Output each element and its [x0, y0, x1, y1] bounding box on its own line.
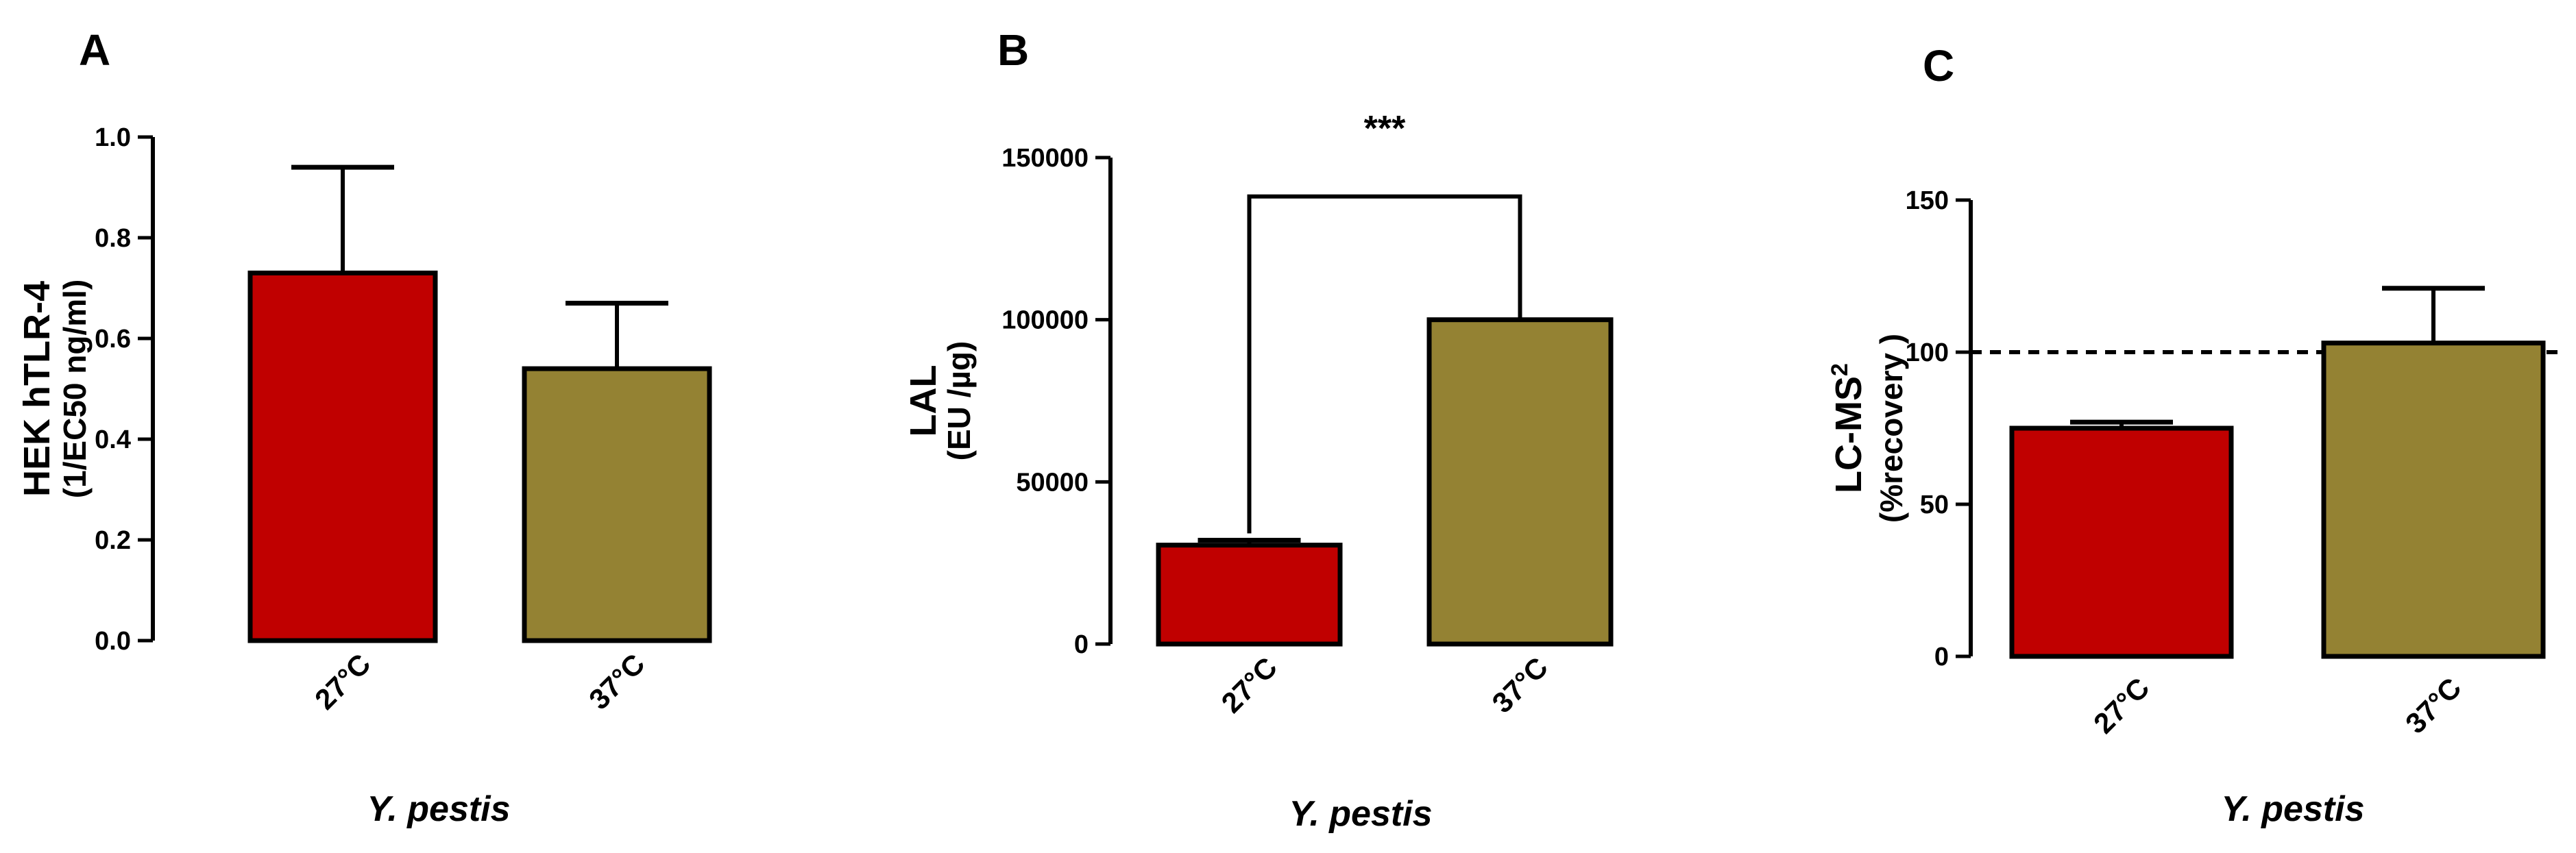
category-label: 37°C: [2399, 671, 2468, 740]
y-tick-label: 100000: [1001, 306, 1089, 335]
y-tick-label: 0.0: [95, 627, 131, 656]
category-label: 37°C: [1485, 651, 1554, 719]
y-tick-label: 50: [1920, 491, 1949, 519]
y-tick-label: 150: [1906, 186, 1949, 215]
y-axis-label-line2: (EU /µg): [941, 341, 977, 461]
y-tick-label: 50000: [1016, 468, 1089, 497]
bar-27c: [1156, 543, 1343, 647]
category-label: 27°C: [2087, 671, 2156, 740]
y-axis-label-main: LC-MS: [1828, 376, 1869, 493]
y-axis-label: HEK hTLR-4: [16, 281, 58, 497]
significance-bracket: [1247, 194, 1522, 534]
panel-letter-c: C: [1923, 41, 1954, 90]
y-tick-label: 0: [1934, 643, 1949, 671]
category-label: 27°C: [308, 647, 377, 716]
bar-37c: [1426, 317, 1614, 647]
bar-27c: [2009, 425, 2234, 659]
panel-a: A 0.0 0.2 0.4 0.6 0.8 1.0 27°C 37°C HEK hTLR-4 (1…: [16, 25, 712, 829]
bar-37c: [2321, 341, 2546, 659]
y-axis-label: LAL: [903, 365, 944, 437]
y-tick-label: 0.6: [95, 325, 131, 354]
y-axis-label-main: LAL: [903, 365, 944, 437]
y-axis-label-superscript: 2: [1827, 363, 1853, 376]
y-axis-label-line2: (1/EC50 ng/ml): [57, 280, 93, 499]
x-axis-label: Y. pestis: [2221, 789, 2364, 829]
category-label: 27°C: [1215, 651, 1283, 719]
panel-letter-a: A: [79, 25, 110, 75]
y-tick-label: 0.4: [95, 425, 131, 454]
significance-label: ***: [1364, 109, 1406, 149]
y-axis-label-line2: (%recovery ): [1873, 334, 1909, 523]
bar-37c: [522, 366, 712, 643]
x-axis-label: Y. pestis: [367, 789, 510, 829]
y-tick-label: 0.8: [95, 224, 131, 253]
category-label: 37°C: [583, 647, 651, 716]
y-axis-label-main: HEK hTLR-4: [16, 281, 58, 497]
panel-letter-b: B: [997, 25, 1029, 75]
panel-b: B 0 50000 100000 150000 27°C 37°C *** LAL(EU /µ…: [903, 25, 1614, 834]
x-axis-label: Y. pestis: [1289, 794, 1432, 834]
y-axis-label: LC-MS2: [1827, 363, 1869, 493]
bar-27c: [247, 270, 438, 643]
y-tick-label: 150000: [1001, 144, 1089, 173]
y-tick-label: 100: [1906, 338, 1949, 367]
y-tick-label: 1.0: [95, 123, 131, 152]
y-tick-label: 0.2: [95, 526, 131, 555]
y-tick-label: 0: [1074, 630, 1089, 659]
